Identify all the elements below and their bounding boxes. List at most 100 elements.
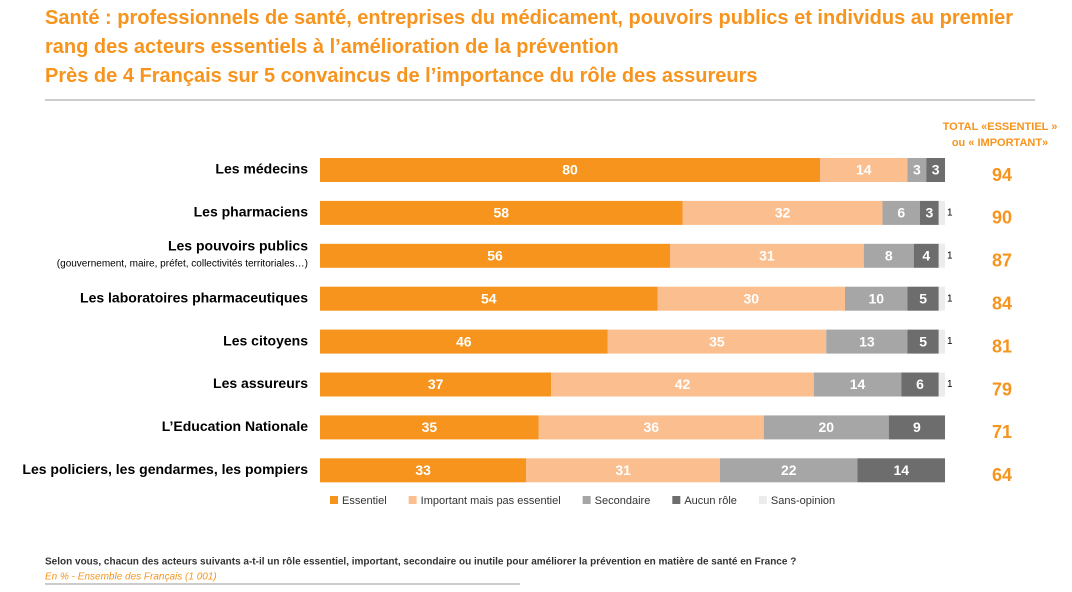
value-label: 35 (709, 333, 725, 349)
totals-title: TOTAL «ESSENTIEL » (943, 121, 1058, 133)
bar-segment (907, 329, 939, 354)
value-label: 56 (487, 248, 503, 264)
legend-label: Sans-opinion (771, 495, 835, 507)
bar-segment (938, 200, 945, 225)
value-label: 33 (415, 462, 431, 478)
bar-segment (888, 415, 945, 440)
value-label: 6 (916, 376, 924, 392)
value-label: 8 (885, 248, 893, 264)
bar-segment (682, 200, 883, 225)
value-label: 5 (919, 333, 927, 349)
bar-segment (607, 329, 827, 354)
bar-segment (863, 243, 914, 268)
bar-segment (845, 286, 908, 311)
bar-segment (920, 200, 939, 225)
legend-label: Secondaire (595, 495, 651, 507)
value-label: 22 (781, 462, 797, 478)
chart-title: Santé : professionnels de santé, entrepr… (45, 7, 1014, 58)
total-label: 71 (992, 422, 1012, 442)
legend-swatch (672, 496, 681, 504)
category-label: Les policiers, les gendarmes, les pompie… (22, 461, 308, 477)
value-label: 36 (643, 419, 659, 435)
value-label: 1 (947, 293, 953, 304)
value-label: 1 (947, 336, 953, 347)
bar-segment (320, 329, 608, 354)
category-label: Les assureurs (213, 375, 308, 391)
legend-label: Essentiel (342, 495, 387, 507)
value-label: 42 (675, 376, 691, 392)
bar-segment (813, 372, 902, 397)
bar-segment (938, 243, 945, 268)
category-label: Les pouvoirs publics (168, 238, 308, 254)
value-label: 30 (743, 290, 759, 306)
value-label: 58 (493, 205, 509, 221)
bar-segment (857, 458, 945, 483)
totals-title: ou « IMPORTANT» (952, 137, 1048, 149)
question: Selon vous, chacun des acteurs suivants … (45, 557, 796, 568)
category-note: (gouvernement, maire, préfet, collectivi… (57, 258, 308, 269)
value-label: 1 (947, 208, 953, 219)
total-label: 94 (992, 165, 1012, 185)
bar-segment (826, 329, 908, 354)
legend-label: Important mais pas essentiel (421, 495, 561, 507)
value-label: 14 (893, 462, 909, 478)
category-label: L’Education Nationale (162, 418, 308, 434)
bar-segment (763, 415, 889, 440)
bar-segment (320, 200, 683, 225)
value-label: 1 (947, 379, 953, 390)
value-label: 46 (456, 333, 472, 349)
total-label: 81 (992, 336, 1012, 356)
bar-segment (551, 372, 814, 397)
bar-segment (938, 372, 945, 397)
bar-segment (882, 200, 920, 225)
total-label: 87 (992, 251, 1012, 271)
value-label: 4 (922, 248, 930, 264)
value-label: 13 (859, 333, 875, 349)
legend-swatch (330, 496, 338, 504)
bar-segment (926, 158, 945, 182)
bar-segment (938, 329, 945, 354)
value-label: 37 (428, 376, 444, 392)
category-label: Les citoyens (223, 332, 308, 348)
bar-segment (913, 243, 939, 268)
bar-segment (320, 415, 539, 440)
bar-segment (320, 243, 670, 268)
legend-swatch (408, 496, 417, 504)
category-label: Les pharmaciens (194, 204, 309, 220)
value-label: 54 (481, 290, 497, 306)
value-label: 5 (919, 290, 927, 306)
value-label: 3 (932, 162, 940, 178)
value-label: 14 (850, 376, 866, 392)
bar-segment (538, 415, 764, 440)
bar-segment (526, 458, 720, 483)
value-label: 10 (868, 290, 884, 306)
bar-segment (901, 372, 939, 397)
value-label: 20 (818, 419, 834, 435)
value-label: 9 (913, 419, 921, 435)
legend-swatch (758, 496, 767, 504)
value-label: 3 (913, 162, 921, 178)
bar-segment (657, 286, 845, 311)
value-label: 3 (925, 205, 933, 221)
bar-segment (320, 158, 820, 182)
total-label: 79 (992, 379, 1012, 399)
value-label: 1 (947, 250, 953, 261)
value-label: 35 (422, 419, 438, 435)
bar-segment (938, 286, 945, 311)
value-label: 6 (897, 205, 905, 221)
category-label: Les médecins (215, 161, 308, 177)
legend-label: Aucun rôle (684, 495, 737, 507)
value-label: 80 (562, 162, 578, 178)
value-label: 32 (775, 205, 791, 221)
value-label: 31 (759, 248, 775, 264)
chart-subtitle: Près de 4 Français sur 5 convaincus de l… (45, 65, 758, 87)
bar-segment (320, 372, 552, 397)
legend-swatch (582, 496, 591, 504)
total-label: 64 (992, 465, 1012, 485)
bar-segment (907, 286, 939, 311)
bar-segment (820, 158, 908, 182)
bar-segment (320, 286, 658, 311)
total-label: 84 (992, 293, 1012, 313)
